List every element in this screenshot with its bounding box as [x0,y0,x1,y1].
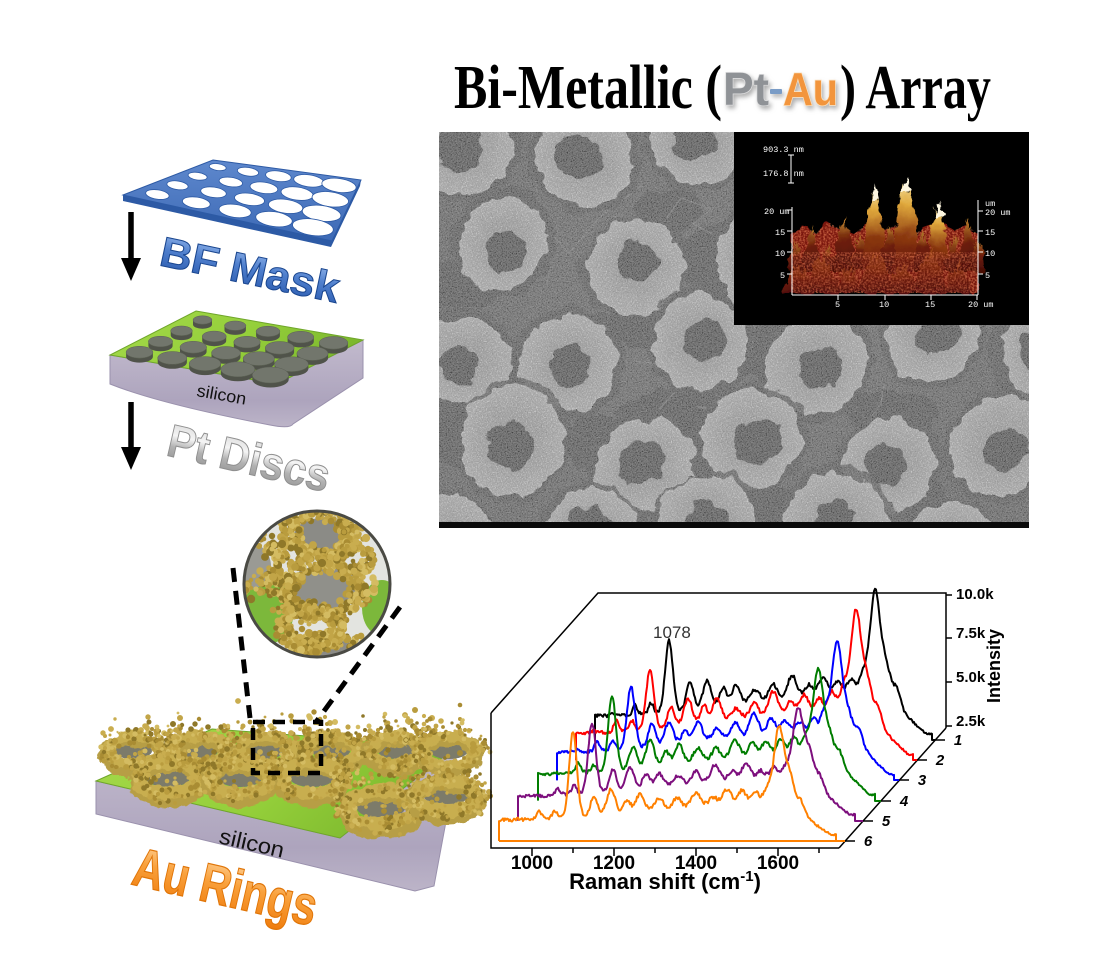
svg-text:Bi-Metallic (: Bi-Metallic ( [454,54,722,122]
svg-text:2.5k: 2.5k [956,713,986,730]
svg-text:2: 2 [935,752,945,769]
svg-text:5: 5 [882,813,891,830]
svg-text:4: 4 [899,793,909,810]
svg-text:) Array: ) Array [840,54,991,122]
svg-text:10: 10 [775,249,785,259]
svg-text:1: 1 [954,732,962,749]
svg-text:15: 15 [925,300,935,310]
svg-text:10: 10 [879,300,889,310]
svg-text:Pt: Pt [723,63,769,115]
svg-text:903.3 nm: 903.3 nm [763,145,804,155]
svg-text:10.0k: 10.0k [956,586,994,603]
svg-text:1200: 1200 [593,853,635,874]
svg-text:Au: Au [783,63,838,115]
svg-text:10: 10 [985,249,995,259]
svg-text:15: 15 [775,228,785,238]
svg-text:5.0k: 5.0k [956,669,986,686]
svg-text:176.8 nm: 176.8 nm [763,169,804,179]
svg-text:1600: 1600 [757,853,799,874]
svg-text:5: 5 [985,271,990,281]
svg-text:7.5k: 7.5k [956,625,986,642]
svg-text:20 um: 20 um [985,208,1011,218]
svg-text:20 um: 20 um [764,207,790,217]
svg-text:6: 6 [864,833,873,850]
svg-text:3: 3 [918,772,927,789]
svg-text:um: um [985,199,995,209]
svg-text:Intensity: Intensity [984,629,1004,703]
svg-text:Raman shift (cm-1): Raman shift (cm-1) [569,868,761,894]
svg-text:1400: 1400 [675,853,717,874]
svg-text:20 um: 20 um [968,300,994,310]
svg-text:15: 15 [985,228,995,238]
svg-text:1078: 1078 [653,623,691,642]
svg-text:5: 5 [835,300,840,310]
svg-text:5: 5 [780,271,785,281]
svg-text:1000: 1000 [511,853,553,874]
